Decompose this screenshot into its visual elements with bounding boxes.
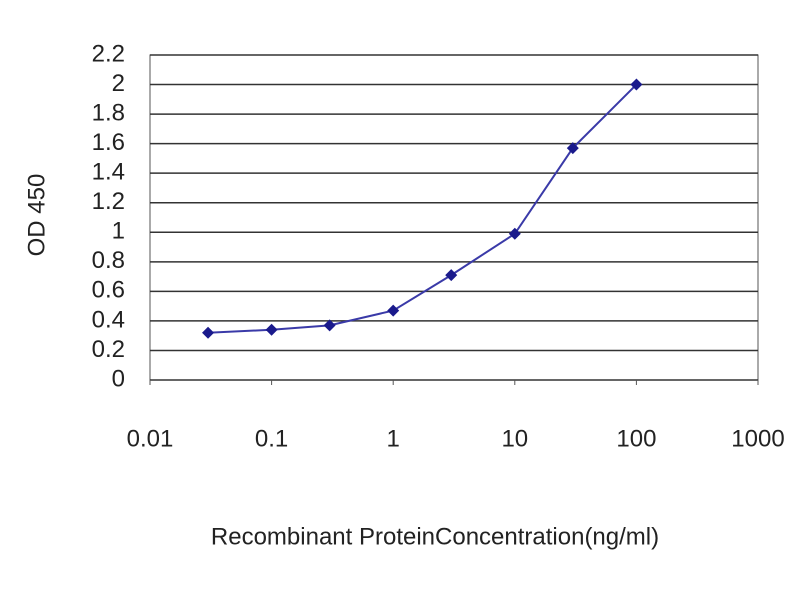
x-tick-label: 0.01: [127, 425, 174, 452]
y-tick-label: 1: [112, 218, 125, 245]
x-tick-label: 1000: [731, 425, 784, 452]
y-tick-label: 0.4: [92, 306, 125, 333]
x-axis-label: Recombinant ProteinConcentration(ng/ml): [211, 523, 659, 550]
x-tick-label: 0.1: [255, 425, 288, 452]
x-tick-label: 1: [387, 425, 400, 452]
y-tick-label: 1.8: [92, 99, 125, 126]
y-tick-label: 2: [112, 70, 125, 97]
x-tick-label: 100: [616, 425, 656, 452]
data-point: [630, 78, 643, 91]
y-axis-label: OD 450: [23, 174, 50, 257]
x-tick-label: 10: [501, 425, 528, 452]
y-tick-label: 2.2: [92, 40, 125, 67]
data-point: [387, 304, 400, 317]
data-point: [323, 319, 336, 332]
y-tick-label: 0: [112, 365, 125, 392]
y-tick-label: 1.2: [92, 188, 125, 215]
data-point: [445, 269, 458, 282]
data-point: [508, 227, 521, 240]
data-line: [207, 83, 638, 334]
data-point: [202, 326, 215, 339]
y-tick-label: 1.4: [92, 159, 125, 186]
y-tick-label: 0.8: [92, 247, 125, 274]
y-tick-label: 1.6: [92, 129, 125, 156]
y-tick-label: 0.2: [92, 336, 125, 363]
y-tick-label: 0.6: [92, 277, 125, 304]
data-point: [265, 323, 278, 336]
data-point: [566, 142, 579, 155]
plot-area: [149, 54, 759, 381]
